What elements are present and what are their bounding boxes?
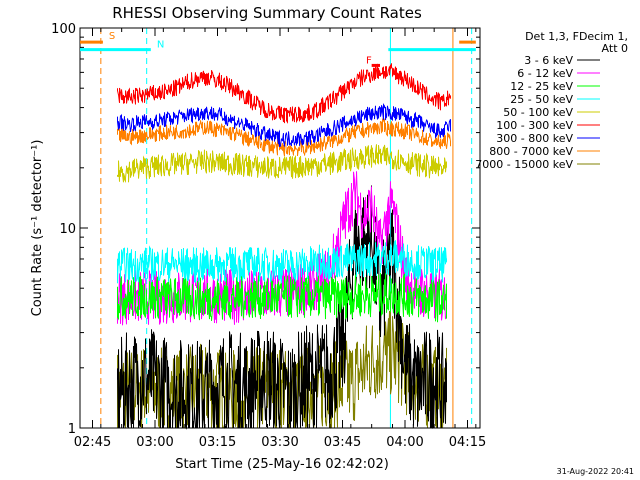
y-axis-label: Count Rate (s⁻¹ detector⁻¹) [30, 140, 45, 317]
legend-title-line-2: Att 0 [602, 42, 628, 55]
legend-label: 100 - 300 keV [496, 119, 573, 132]
series-line-300-800-kev [117, 103, 451, 148]
x-tick-label: 04:15 [449, 435, 486, 450]
series-line-3-6-kev [117, 185, 447, 430]
series-line-12-25-kev [117, 272, 447, 323]
flag-label: F [366, 55, 372, 66]
x-tick-label: 03:15 [199, 435, 236, 450]
flag-label: S [109, 31, 115, 42]
y-tick-label: 100 [51, 22, 76, 37]
footer-timestamp: 31-Aug-2022 20:41 [557, 467, 634, 476]
legend-label: 800 - 7000 keV [489, 145, 573, 158]
chart-title: RHESSI Observing Summary Count Rates [112, 4, 422, 22]
x-tick-label: 03:45 [324, 435, 361, 450]
x-tick-label: 02:45 [74, 435, 111, 450]
flag-bars: S N F [80, 31, 476, 67]
series-line-100-300-kev [117, 63, 451, 124]
flag-label: N [157, 40, 164, 51]
data-layer [100, 28, 473, 430]
y-tick-label: 10 [59, 222, 76, 237]
legend-label: 300 - 800 keV [496, 132, 573, 145]
legend-label: 3 - 6 keV [524, 54, 573, 67]
x-axis-label: Start Time (25-May-16 02:42:02) [175, 457, 389, 472]
legend-label: 50 - 100 keV [503, 106, 573, 119]
series-line-800-7000-kev [117, 117, 451, 157]
legend-label: 6 - 12 keV [517, 67, 573, 80]
legend-label: 12 - 25 keV [510, 80, 573, 93]
y-tick-label: 1 [68, 422, 76, 437]
axis-ticks: 02:45 03:00 03:15 03:30 03:45 04:00 04:15 1 10 10… [51, 22, 486, 450]
legend-label: 25 - 50 keV [510, 93, 573, 106]
series-line-7000-15000-kev [117, 308, 447, 430]
series-line-25-50-kev [117, 240, 447, 284]
x-tick-label: 03:00 [136, 435, 173, 450]
x-tick-label: 04:00 [386, 435, 423, 450]
x-tick-label: 03:30 [261, 435, 298, 450]
series-line-50-100-kev [117, 144, 447, 183]
legend-label: 7000 - 15000 keV [475, 158, 573, 171]
legend-title-line-1: Det 1,3, FDecim 1, [525, 30, 628, 43]
